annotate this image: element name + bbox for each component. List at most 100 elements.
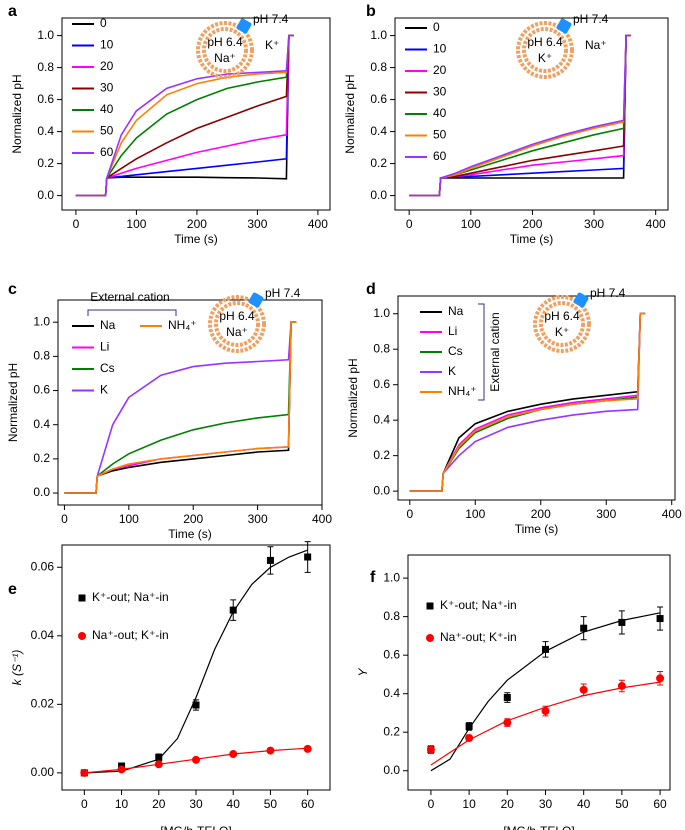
panel: e 0 10 20 30 40 50 60 0.00 0.02 0.04 0.06 [MG/h-TELO… bbox=[8, 541, 331, 830]
y-tick-label: 0.0 bbox=[370, 188, 387, 202]
outside-ph: pH 7.4 bbox=[590, 286, 626, 300]
legend-label: K bbox=[448, 364, 456, 378]
data-point bbox=[503, 694, 511, 702]
outside-ph: pH 7.4 bbox=[573, 12, 609, 26]
panel-letter: b bbox=[366, 3, 376, 20]
y-tick-label: 0.0 bbox=[383, 763, 400, 777]
channel bbox=[236, 18, 252, 34]
vesicle-inner bbox=[522, 27, 568, 73]
data-line bbox=[409, 312, 646, 492]
plot-frame bbox=[61, 544, 331, 791]
y-tick-label: 0.6 bbox=[370, 92, 387, 106]
inside-ion: Na⁺ bbox=[226, 325, 248, 339]
data-point bbox=[503, 718, 512, 727]
vesicle-outer bbox=[533, 295, 591, 353]
legend-label: NH₄⁺ bbox=[168, 318, 197, 332]
data-point bbox=[579, 685, 588, 694]
x-tick-label: 400 bbox=[662, 507, 682, 521]
data-point bbox=[155, 753, 163, 761]
y-tick-label: 0.8 bbox=[373, 341, 390, 355]
data-point bbox=[617, 681, 626, 690]
y-tick-label: 0.8 bbox=[383, 609, 400, 623]
data-line bbox=[75, 34, 294, 197]
legend-bracket bbox=[87, 309, 177, 316]
y-tick-label: 0.06 bbox=[31, 559, 55, 573]
y-axis-label: Y bbox=[356, 668, 370, 677]
legend-label: 60 bbox=[100, 145, 114, 159]
y-axis-label: Normalized pH bbox=[6, 363, 20, 442]
vesicle-outer bbox=[516, 21, 574, 79]
y-tick-label: 0.2 bbox=[33, 451, 50, 465]
vesicle-outer bbox=[196, 21, 254, 79]
y-tick-label: 0.02 bbox=[31, 697, 55, 711]
y-tick-label: 0.6 bbox=[37, 92, 54, 106]
legend-swatch bbox=[78, 594, 86, 602]
y-axis-label: k (S⁻¹) bbox=[10, 650, 24, 686]
data-point bbox=[426, 745, 435, 754]
x-tick-label: 40 bbox=[577, 797, 591, 811]
plot-frame bbox=[394, 17, 669, 211]
vesicle-inner bbox=[214, 301, 260, 347]
fit-curve bbox=[84, 549, 308, 774]
channel bbox=[556, 18, 572, 34]
x-tick-label: 10 bbox=[462, 797, 476, 811]
y-tick-label: 1.0 bbox=[373, 306, 390, 320]
x-tick-label: 20 bbox=[501, 797, 515, 811]
y-tick-label: 1.0 bbox=[37, 28, 54, 42]
legend-label: 40 bbox=[433, 106, 447, 120]
legend-label: 50 bbox=[433, 128, 447, 142]
y-tick-label: 1.0 bbox=[383, 570, 400, 584]
data-line bbox=[409, 34, 631, 197]
legend-label: 10 bbox=[100, 38, 114, 52]
y-tick-label: 0.2 bbox=[370, 156, 387, 170]
y-tick-label: 0.8 bbox=[33, 349, 50, 363]
data-point bbox=[580, 624, 588, 632]
panel-letter: a bbox=[8, 3, 17, 20]
legend-label: 0 bbox=[433, 20, 440, 34]
x-axis-label: Time (s) bbox=[168, 527, 212, 541]
x-axis-label: [MG/h-TELO] bbox=[160, 824, 231, 830]
y-axis-label: Normalized pH bbox=[346, 358, 360, 437]
outside-ion: Na⁺ bbox=[585, 38, 607, 52]
x-tick-label: 0 bbox=[428, 797, 435, 811]
inside-ion: Na⁺ bbox=[214, 51, 236, 65]
plot-frame bbox=[397, 295, 676, 501]
x-tick-label: 30 bbox=[189, 797, 203, 811]
x-tick-label: 30 bbox=[539, 797, 553, 811]
x-tick-label: 400 bbox=[308, 217, 328, 231]
data-point bbox=[618, 618, 626, 626]
legend-swatch bbox=[78, 632, 86, 640]
x-tick-label: 60 bbox=[301, 797, 315, 811]
vesicle-inner bbox=[539, 301, 585, 347]
x-tick-label: 200 bbox=[522, 217, 542, 231]
legend-title: External cation bbox=[90, 290, 169, 304]
x-tick-label: 40 bbox=[227, 797, 241, 811]
legend-swatch bbox=[426, 634, 434, 642]
x-axis-label: Time (s) bbox=[515, 522, 559, 536]
legend-title: External cation bbox=[488, 312, 502, 391]
data-point bbox=[656, 674, 665, 683]
outside-ph: pH 7.4 bbox=[253, 12, 289, 26]
data-point bbox=[192, 701, 200, 709]
data-point bbox=[656, 615, 664, 623]
panel-letter: f bbox=[370, 569, 376, 586]
legend-label: Cs bbox=[100, 361, 115, 375]
x-tick-label: 0 bbox=[61, 512, 68, 526]
x-tick-label: 60 bbox=[653, 797, 667, 811]
x-tick-label: 100 bbox=[461, 217, 481, 231]
x-tick-label: 100 bbox=[119, 512, 139, 526]
x-axis-label: Time (s) bbox=[510, 232, 554, 246]
legend-label: 30 bbox=[100, 81, 114, 95]
x-tick-label: 0 bbox=[406, 507, 413, 521]
y-tick-label: 0.4 bbox=[33, 417, 50, 431]
panel: d 0 100 200 300 400 0.0 0.2 0.4 0.6 0.8 1.0 Time (s)… bbox=[346, 281, 682, 536]
channel bbox=[248, 292, 264, 308]
inside-ph: pH 6.4 bbox=[527, 35, 563, 49]
data-line bbox=[409, 312, 646, 492]
inside-ion: K⁺ bbox=[555, 325, 569, 339]
x-tick-label: 300 bbox=[247, 217, 267, 231]
x-tick-label: 300 bbox=[584, 217, 604, 231]
legend-label: Na bbox=[448, 304, 464, 318]
legend-label: Li bbox=[100, 340, 109, 354]
y-tick-label: 0.2 bbox=[383, 724, 400, 738]
